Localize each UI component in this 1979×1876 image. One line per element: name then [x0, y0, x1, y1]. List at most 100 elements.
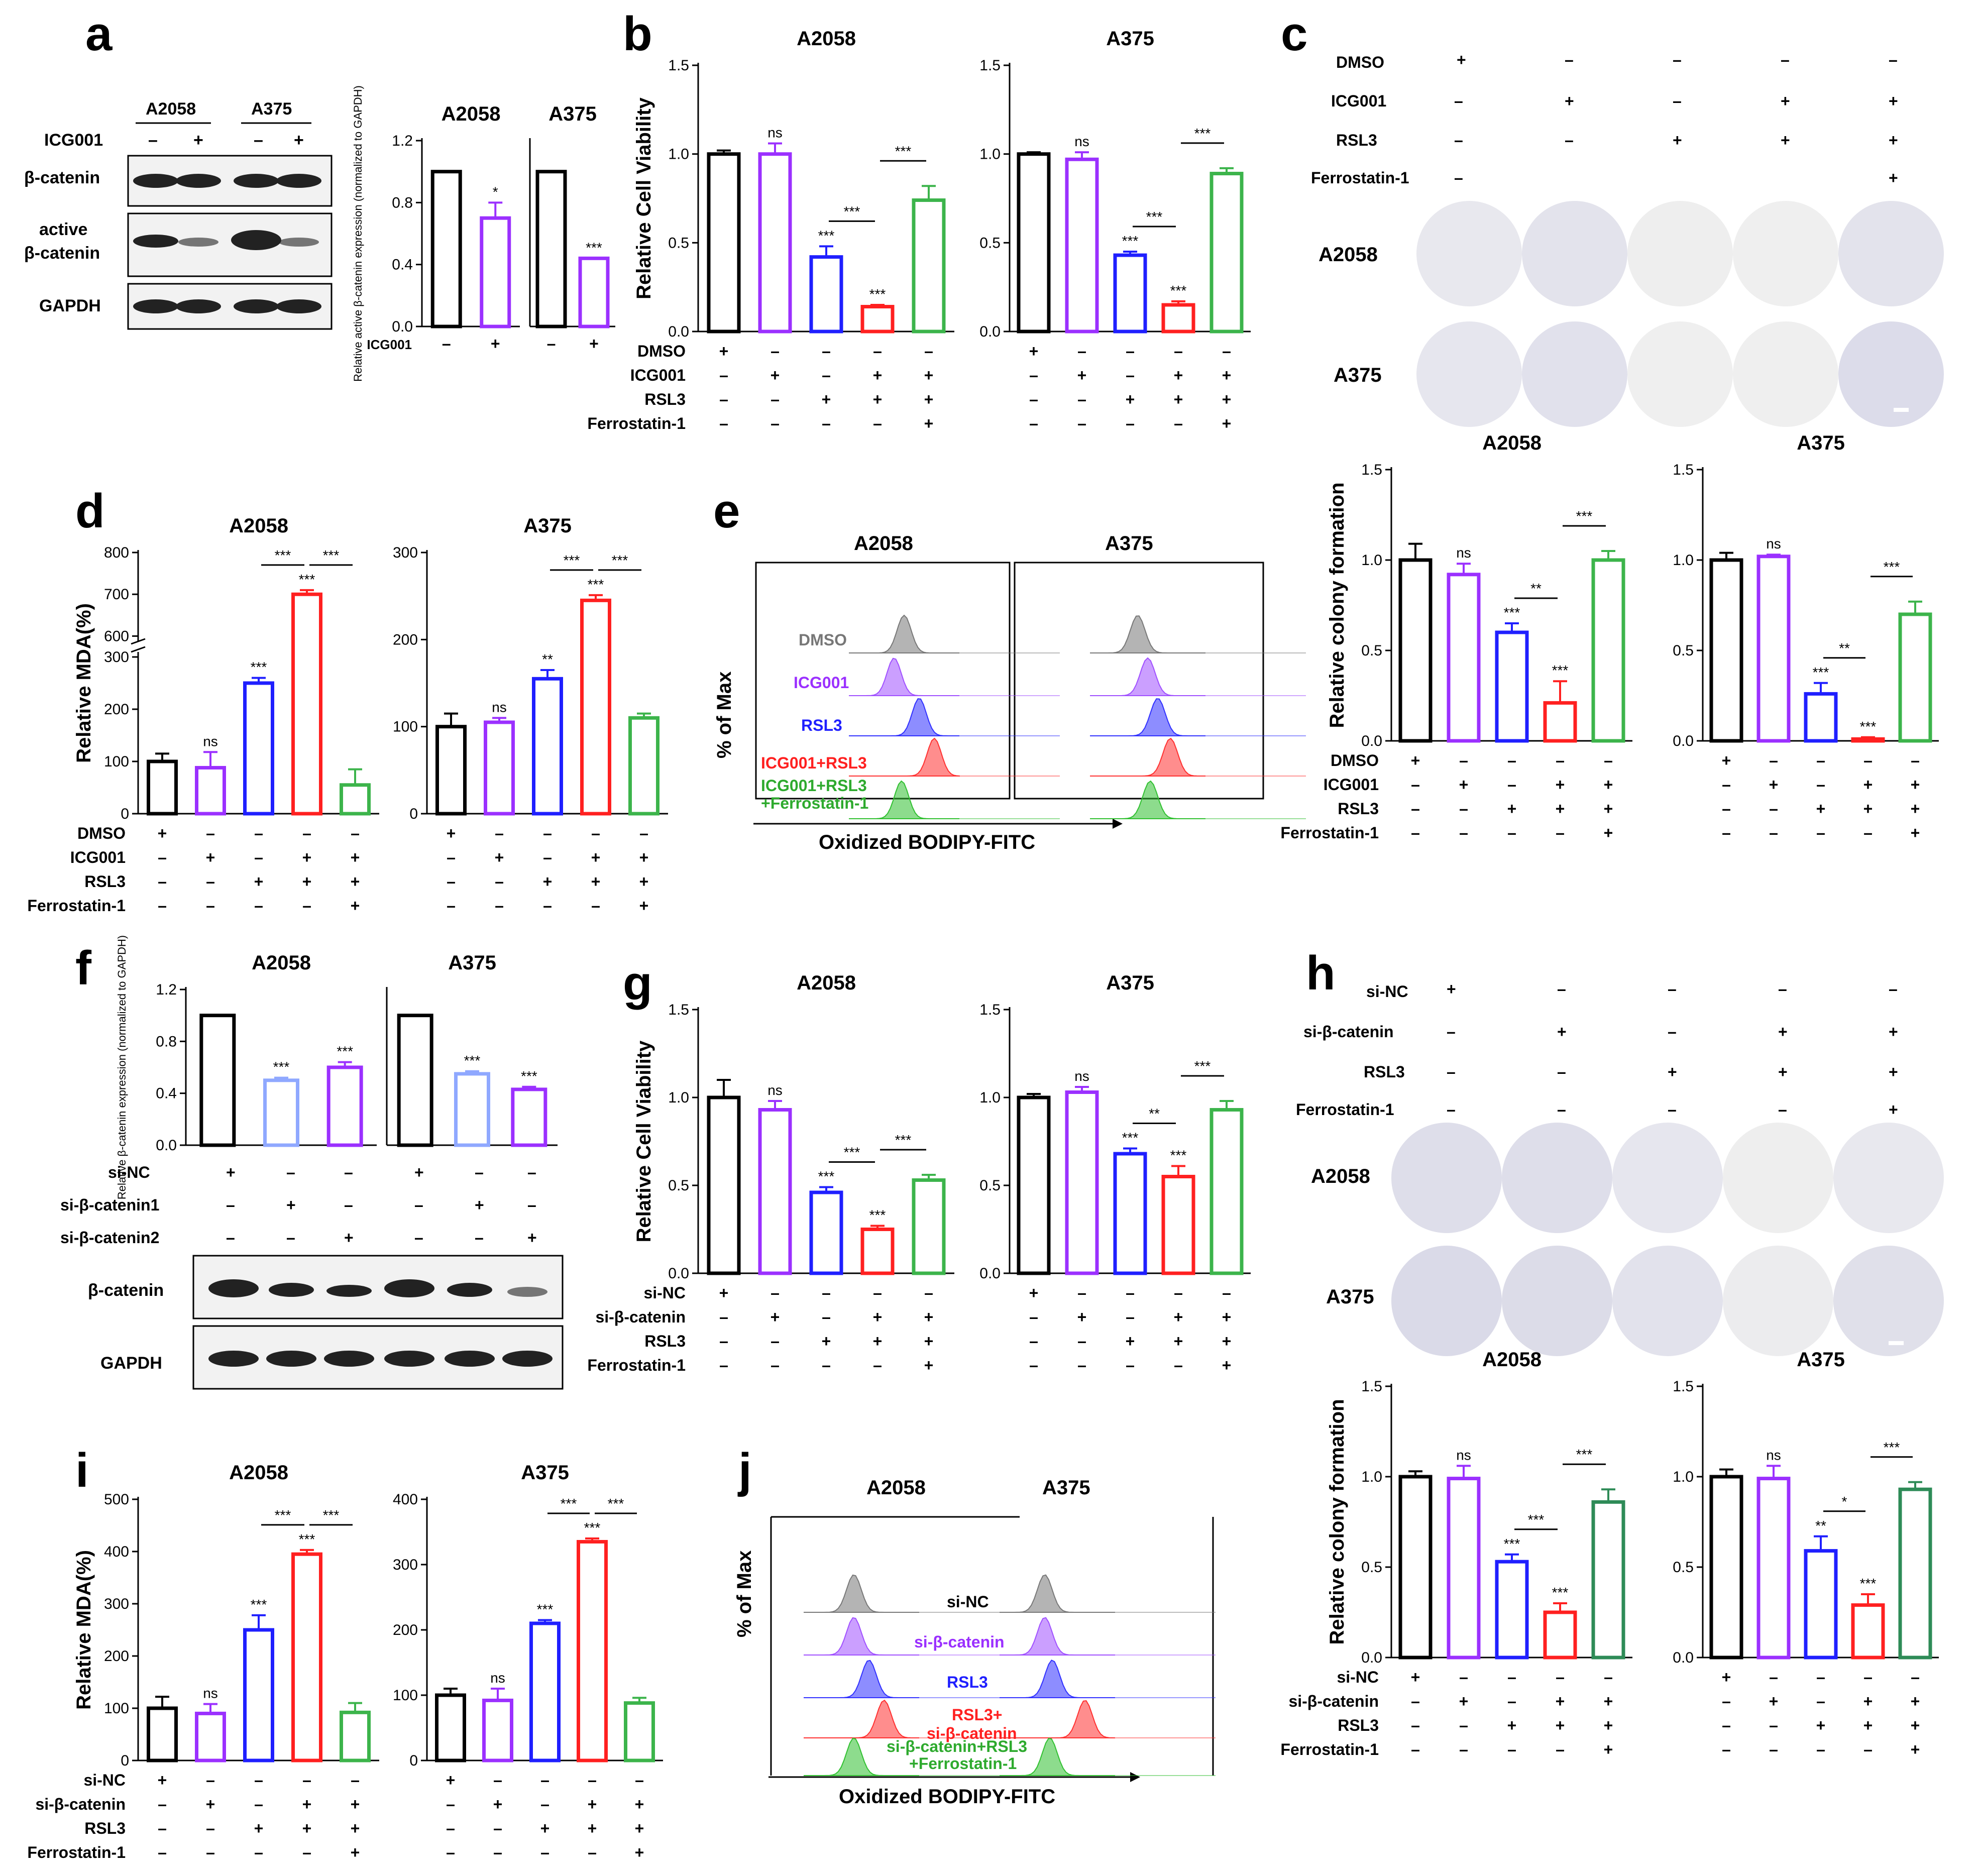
bar-b1-2 — [809, 255, 843, 334]
j-hist-a2058-3 — [804, 1699, 919, 1738]
cond-sign-d1-0-4: – — [351, 824, 360, 842]
cond-sign-h2-2-0: – — [1722, 1716, 1731, 1734]
chart-c1: 0.0 0.5 1.0 1.5 A2058 Relative colony formati… — [1280, 432, 1632, 842]
bracket-label-b2-0: *** — [1146, 209, 1163, 225]
bracket-label-h2-1: *** — [1884, 1440, 1900, 1455]
cond-sign-i2-3-4: + — [635, 1843, 644, 1861]
cond-sign-b1-3-4: + — [924, 414, 934, 432]
bar-c2-4 — [1898, 612, 1932, 743]
svg-text:+: + — [344, 1229, 354, 1247]
cond-sign-d2-3-1: – — [495, 897, 504, 915]
svg-text:+: + — [1781, 92, 1790, 110]
y-tick-label-d1-2: 200 — [104, 701, 129, 718]
svg-text:–: – — [1781, 51, 1790, 69]
svg-text:–: – — [414, 1229, 423, 1247]
cond-sign-i1-1-3: + — [302, 1795, 312, 1813]
svg-text:–: – — [1447, 1100, 1456, 1119]
svg-text:–: – — [286, 1229, 295, 1247]
svg-text:–: – — [1447, 1023, 1456, 1041]
bar-g2-2 — [1113, 1152, 1147, 1275]
sig-g2-3: *** — [1170, 1148, 1187, 1163]
e-legend-dmso: DMSO — [799, 631, 847, 649]
cond-sign-d2-3-4: + — [639, 897, 649, 915]
cond-sign-c1-2-1: – — [1459, 800, 1468, 818]
cond-sign-g1-2-1: – — [771, 1332, 780, 1350]
bar-h1-2 — [1495, 1560, 1529, 1660]
axis-break-mark2-d1 — [131, 638, 146, 645]
c-row-rsl3: RSL3 — [1336, 131, 1377, 149]
bar-i1-0 — [147, 1706, 178, 1762]
cond-sign-c1-3-0: – — [1411, 824, 1420, 842]
cond-sign-b1-1-4: + — [924, 366, 934, 384]
cond-row-d1-0: DMSO — [77, 824, 126, 842]
h-row-sinc: si-NC — [1366, 982, 1408, 1001]
e-title-a2058: A2058 — [854, 532, 913, 555]
cond-sign-g1-2-0: – — [719, 1332, 728, 1350]
f-row-sibc2: si-β-catenin2 — [60, 1229, 159, 1247]
cond-sign-h1-0-3: – — [1556, 1668, 1565, 1686]
bracket-label-h2-0: * — [1842, 1494, 1847, 1509]
svg-text:–: – — [1565, 51, 1574, 69]
bar-h1-3 — [1543, 1610, 1577, 1660]
svg-text:–: – — [475, 1229, 484, 1247]
cond-sign-c2-1-3: + — [1863, 776, 1873, 794]
cond-sign-d1-0-3: – — [302, 824, 311, 842]
svg-text:+: + — [1889, 169, 1898, 187]
cond-sign-h1-0-2: – — [1507, 1668, 1516, 1686]
svg-text:+: + — [1778, 1063, 1788, 1081]
bar-f1-2 — [326, 1065, 363, 1147]
cond-sign-i2-1-4: + — [635, 1795, 644, 1813]
y-tick-label-h2-0: 0.0 — [1673, 1649, 1694, 1666]
cond-sign-g2-1-4: + — [1222, 1308, 1232, 1326]
cond-sign-h1-1-1: + — [1459, 1692, 1469, 1710]
j-hist-a375-2 — [1000, 1660, 1115, 1698]
cond-sign-c1-0-2: – — [1507, 751, 1516, 769]
chart-a2: A375 *** – + — [529, 103, 615, 353]
e-hist-a375-3 — [1090, 737, 1205, 777]
y-tick-label-d1-0: 0 — [121, 806, 129, 822]
cond-sign-d2-2-3: + — [591, 872, 601, 891]
e-hist-a2058-0 — [849, 614, 959, 653]
cond-sign-g2-1-3: + — [1174, 1308, 1183, 1326]
cond-sign-i2-0-1: – — [493, 1771, 502, 1789]
cond-sign-g2-2-3: + — [1174, 1332, 1183, 1350]
cond-sign-d2-0-1: – — [495, 824, 504, 842]
svg-text:+: + — [286, 1196, 296, 1214]
bracket-label-h1-1: *** — [1576, 1447, 1593, 1462]
cond-row-h1-1: si-β-catenin — [1288, 1692, 1379, 1710]
cond-sign-b2-3-3: – — [1174, 414, 1183, 432]
svg-text:+: + — [475, 1196, 484, 1214]
e-hist-a375-4 — [1090, 780, 1205, 819]
sig-g2-2: *** — [1122, 1130, 1139, 1146]
bracket-label-g1-1: *** — [895, 1132, 912, 1148]
cond-sign-c2-3-4: + — [1911, 824, 1920, 842]
bar-b1-1 — [758, 152, 792, 334]
bracket-label-c1-1: *** — [1576, 508, 1593, 524]
cond-sign-g2-3-4: + — [1222, 1356, 1232, 1374]
cond-row-c1-2: RSL3 — [1338, 800, 1379, 818]
cond-sign-i2-1-2: – — [540, 1795, 549, 1813]
bracket-label-b1-0: *** — [844, 203, 860, 219]
cond-row-h1-2: RSL3 — [1338, 1716, 1379, 1734]
cond-sign-i1-1-0: – — [158, 1795, 167, 1813]
cond-sign-i2-2-2: + — [540, 1819, 550, 1837]
cond-sign-b2-0-1: – — [1077, 342, 1086, 360]
sig-g1-3: *** — [869, 1207, 886, 1223]
svg-text:–: – — [1454, 169, 1463, 187]
cond-sign-b1-2-0: – — [719, 390, 728, 408]
cond-sign-i1-1-4: + — [351, 1795, 360, 1813]
cond-sign-i1-3-3: – — [302, 1843, 311, 1861]
sig-f2-1: *** — [464, 1053, 481, 1068]
j-hist-a2058-0 — [804, 1574, 919, 1613]
cond-row-h1-0: si-NC — [1337, 1668, 1379, 1686]
cond-sign-b2-3-2: – — [1126, 414, 1135, 432]
chart-title-c2: A375 — [1797, 432, 1845, 454]
bar-g2-0 — [1017, 1095, 1051, 1275]
sig-h2-2: ** — [1815, 1518, 1826, 1533]
chart-d1: 0 100 200 300 600 700 800 A2058 Relative MDA(%) n… — [27, 515, 379, 915]
cond-sign-d2-2-0: – — [447, 872, 456, 891]
cond-sign-i1-2-1: – — [206, 1819, 215, 1837]
panel-letter-a: a — [85, 7, 113, 61]
y-tick-label-d1-5: 700 — [104, 586, 129, 603]
cond-sign-d1-2-0: – — [158, 872, 167, 891]
